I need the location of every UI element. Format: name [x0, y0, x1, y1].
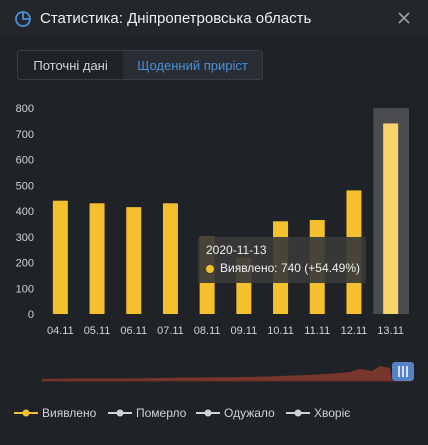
- line-marker-icon: [108, 409, 132, 417]
- y-tick-label: 400: [16, 206, 34, 218]
- y-tick-label: 700: [16, 129, 34, 141]
- legend-item-sick[interactable]: Хворіє: [286, 405, 376, 421]
- page-title: Статистика: Дніпропетровська область: [40, 10, 312, 27]
- chart-tooltip: 2020-11-13 Виявлено: 740 (+54.49%): [198, 237, 366, 283]
- tooltip-date: 2020-11-13: [206, 243, 267, 257]
- panel-header: Статистика: Дніпропетровська область: [0, 0, 428, 38]
- bar-chart: 0 100 200 300 400 500 600 700 800 04.11 05.11 06.11…: [16, 103, 409, 337]
- legend-label: Померло: [136, 406, 187, 420]
- chart-legend: Виявлено Померло Одужало Хворіє: [14, 405, 424, 421]
- y-tick-label: 300: [16, 232, 34, 244]
- x-tick-label: 12.11: [341, 325, 368, 337]
- pie-chart-icon: [15, 11, 31, 27]
- x-tick-label: 11.11: [304, 325, 330, 337]
- x-tick-label: 08.11: [194, 325, 221, 337]
- close-icon[interactable]: [394, 8, 414, 28]
- y-tick-label: 600: [16, 155, 34, 167]
- tab-daily-growth[interactable]: Щоденний приріст: [123, 51, 262, 79]
- y-tick-label: 800: [16, 103, 34, 115]
- line-marker-icon: [14, 409, 38, 417]
- x-tick-label: 05.11: [84, 325, 111, 337]
- x-tick-label: 04.11: [47, 325, 74, 337]
- legend-item-recovered[interactable]: Одужало: [196, 405, 286, 421]
- legend-label: Одужало: [224, 406, 275, 420]
- legend-item-detected[interactable]: Виявлено: [14, 405, 104, 421]
- x-tick-label: 07.11: [157, 325, 184, 337]
- line-marker-icon: [286, 409, 310, 417]
- x-tick-label: 10.11: [267, 325, 294, 337]
- x-tick-label: 06.11: [120, 325, 147, 337]
- x-tick-label: 13.11: [377, 325, 404, 337]
- bar-06.11[interactable]: [126, 207, 142, 314]
- slider-overview-area: [42, 366, 392, 381]
- bar-04.11[interactable]: [52, 200, 68, 314]
- bar-05.11[interactable]: [89, 203, 105, 314]
- tab-current-data[interactable]: Поточні дані: [33, 57, 108, 73]
- range-slider[interactable]: [0, 356, 428, 386]
- tooltip-value: Виявлено: 740 (+54.49%): [220, 261, 361, 275]
- y-tick-label: 0: [28, 309, 34, 321]
- bar-13.11[interactable]: [383, 123, 399, 314]
- y-tick-label: 100: [16, 283, 34, 295]
- legend-item-died[interactable]: Померло: [108, 405, 198, 421]
- legend-label: Виявлено: [42, 406, 97, 420]
- y-tick-label: 500: [16, 180, 34, 192]
- line-marker-icon: [196, 409, 220, 417]
- series-dot-icon: [206, 265, 214, 273]
- bar-07.11[interactable]: [162, 203, 178, 314]
- x-tick-label: 09.11: [230, 325, 257, 337]
- legend-label: Хворіє: [314, 406, 351, 420]
- view-tabs: Поточні дані Щоденний приріст: [17, 50, 263, 80]
- y-tick-label: 200: [16, 258, 34, 270]
